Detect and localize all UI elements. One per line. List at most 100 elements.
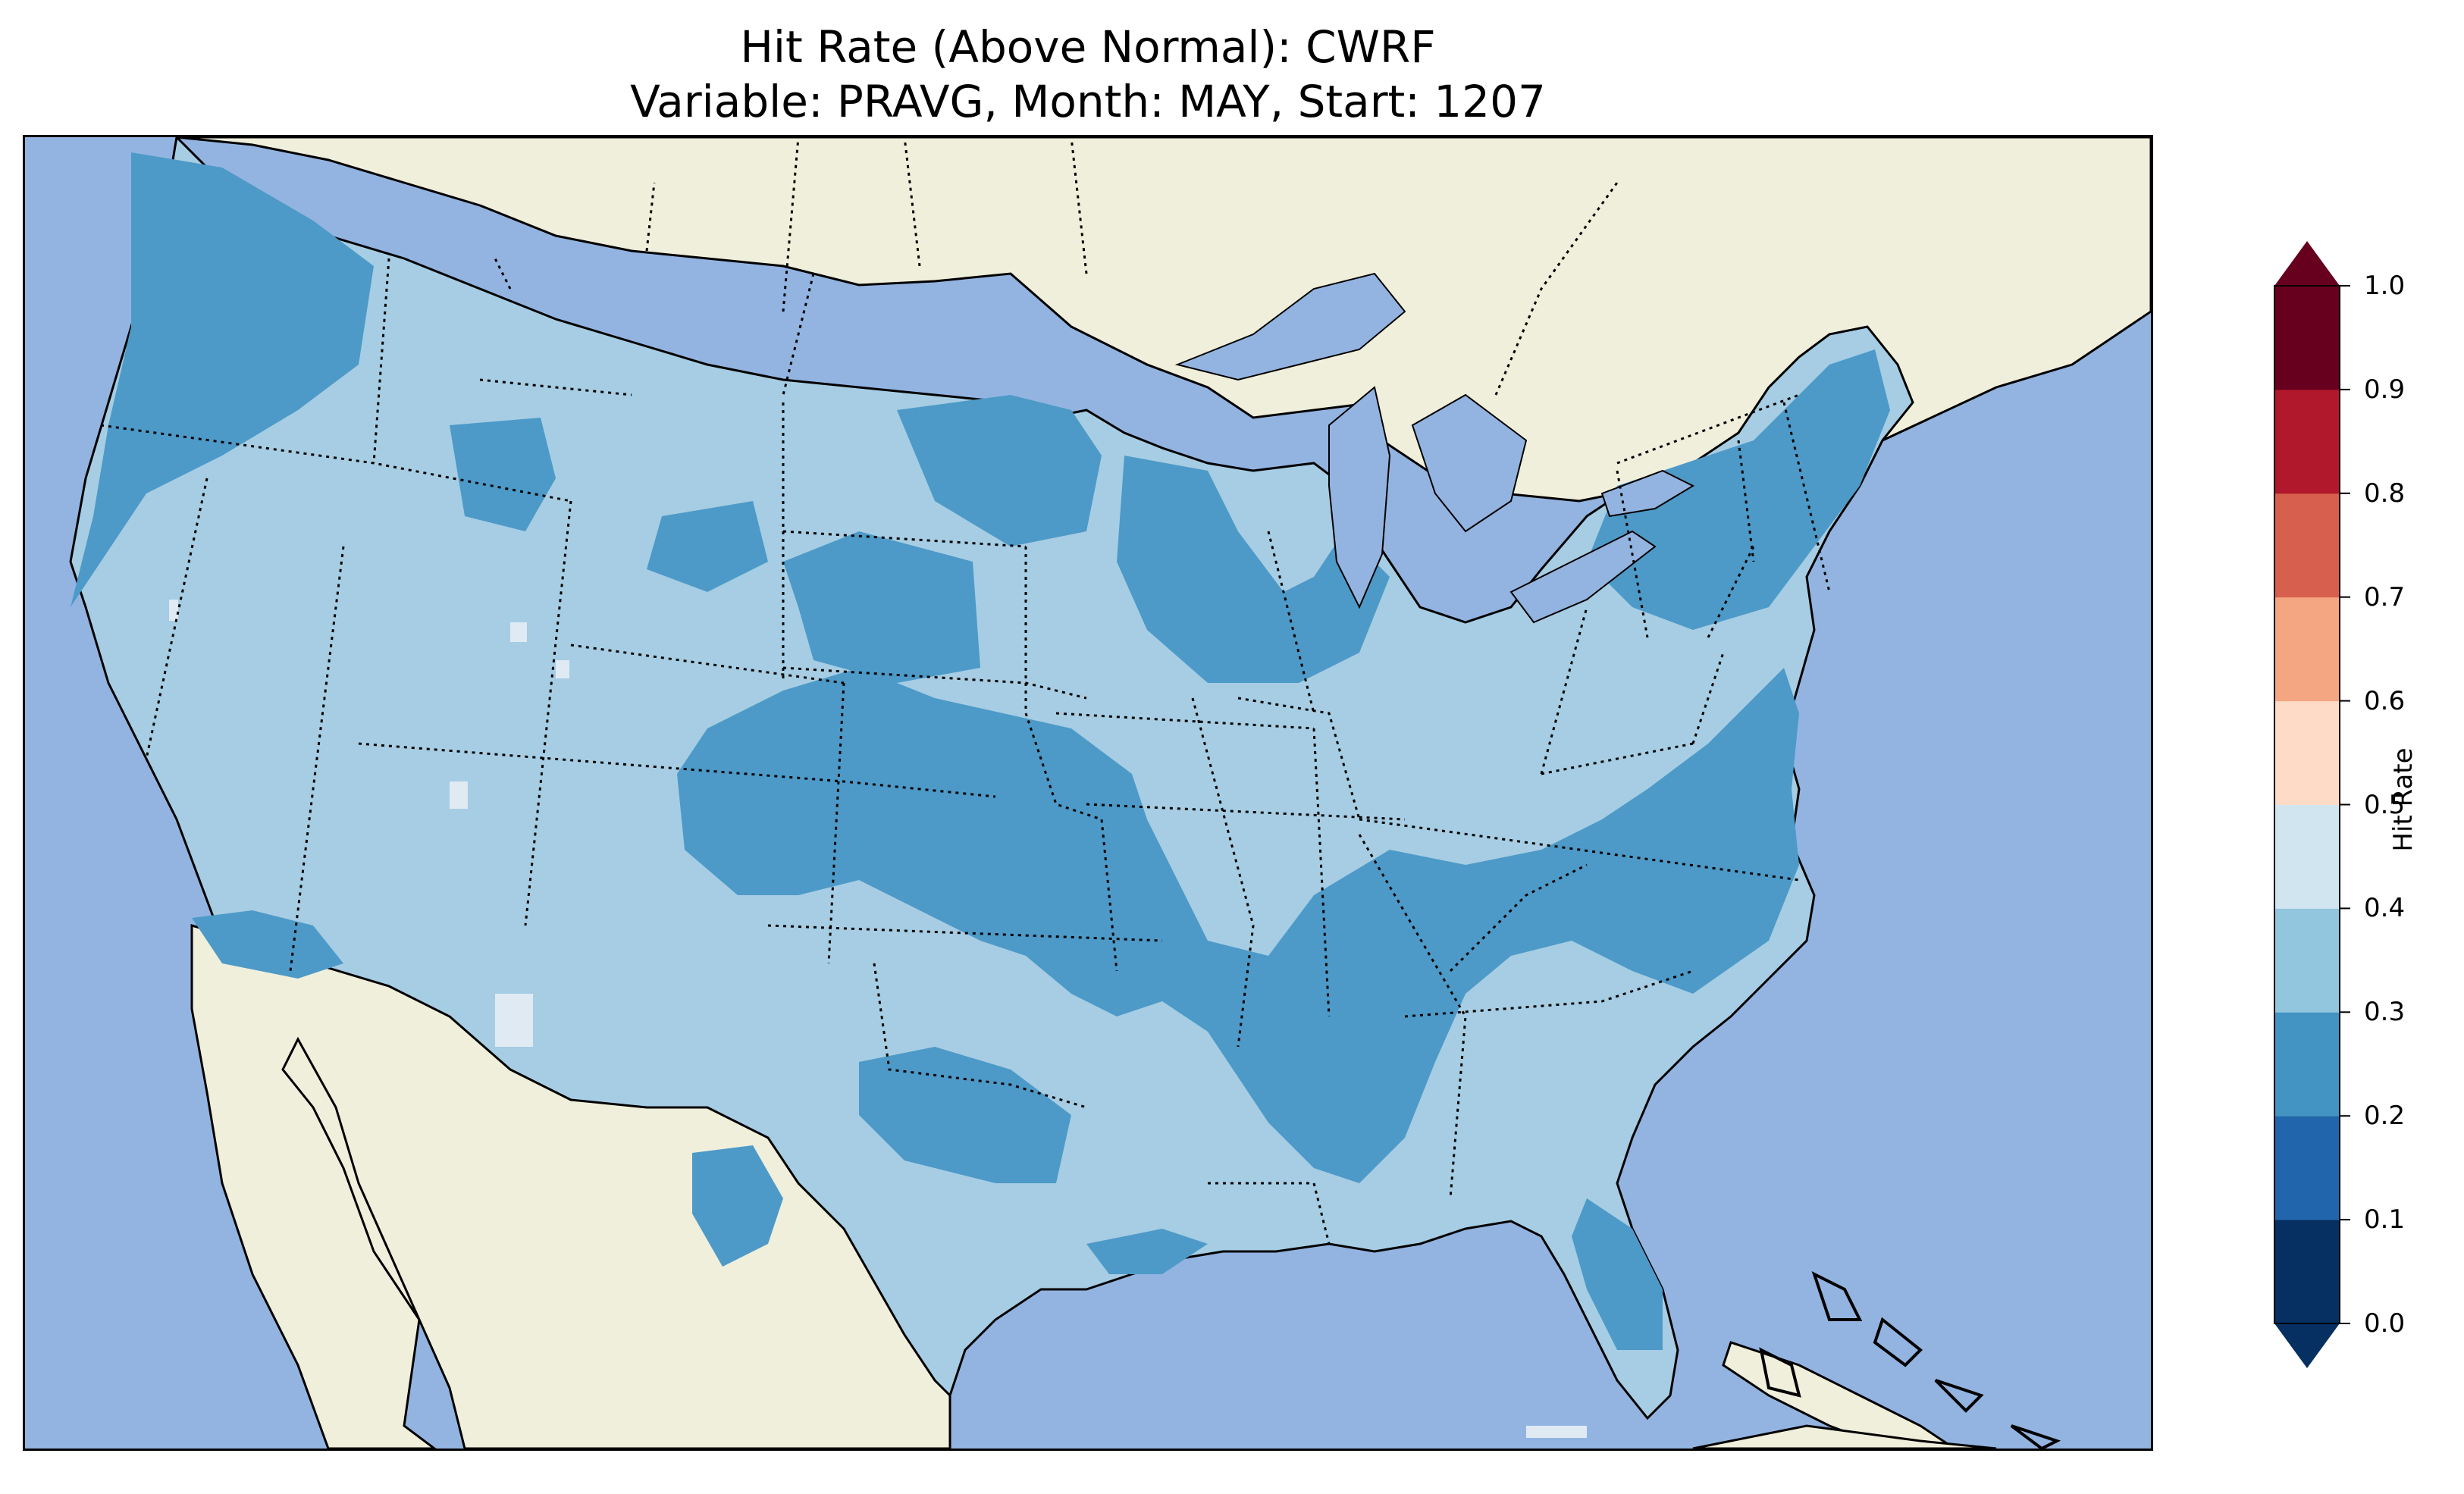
island-1 [1811,1271,1863,1321]
state-border-24 [1691,652,1725,744]
title-line-2: Variable: PRAVG, Month: MAY, Start: 1207 [630,76,1546,127]
title-line-1: Hit Rate (Above Normal): CWRF [740,21,1436,73]
great-lake-3 [1509,530,1657,624]
state-border-29 [1616,470,1649,638]
map-panel [23,135,2153,1451]
colorbar-tick-label: 0.0 [2364,1308,2406,1339]
figure-title: Hit Rate (Above Normal): CWRF Variable: … [23,20,2153,129]
colorbar-bin-8 [2274,389,2340,494]
low-hit-rate-region-10 [692,1145,783,1267]
state-border-19 [1404,969,1694,1018]
state-border-20 [1449,863,1588,973]
high-hit-rate-spot-1 [450,781,468,809]
low-hit-rate-region-7 [677,668,1799,1183]
state-border-18 [1358,834,1467,1199]
colorbar-bin-1 [2274,1116,2340,1220]
colorbar-tick-label: 1.0 [2364,271,2406,301]
low-hit-rate-region-1 [450,418,556,531]
colorbar-bin-0 [2274,1220,2340,1324]
state-border-22 [1540,606,1588,775]
low-hit-rate-region-9 [859,1047,1071,1183]
colorbar-bin-2 [2274,1012,2340,1117]
colorbar-tick-label: 0.3 [2364,997,2406,1028]
state-border-17 [1312,728,1331,1017]
state-border-38 [782,137,800,312]
state-border-9 [782,530,1027,548]
state-border-32 [782,273,815,396]
low-hit-rate-region-5 [1117,456,1390,683]
high-hit-rate-spot-0 [495,994,533,1047]
low-hit-rate-region-12 [1572,1198,1663,1350]
colorbar-bin-3 [2274,908,2340,1013]
state-border-40 [1616,393,1800,465]
low-hit-rate-region-2 [647,501,768,592]
state-border-26 [1267,531,1315,714]
state-border-6 [570,644,845,684]
colorbar-label: Hit Rate [2388,747,2419,852]
colorbar-bin-6 [2274,597,2340,702]
state-border-7 [827,682,845,964]
state-border-16 [1237,697,1361,820]
state-border-3 [289,546,345,972]
state-border-23 [1541,742,1694,775]
colorbar-extend-high [2274,241,2340,286]
great-lakes [1174,272,1695,624]
great-lake-0 [1174,272,1406,381]
caribbean-land [1692,1424,1997,1449]
state-border-31 [1782,402,1831,593]
colorbar-tick-label: 0.1 [2364,1204,2406,1236]
island-3 [1934,1379,1984,1413]
state-border-37 [1070,137,1088,274]
state-border-2 [145,478,208,760]
state-border-28 [1208,1182,1331,1245]
state-border-27 [1055,712,1315,730]
colorbar [2274,241,2350,1368]
state-border-36 [903,137,921,267]
canada-land [176,137,2151,503]
colorbar-extend-low [2274,1323,2340,1368]
cuba-land [1722,1341,1957,1449]
high-hit-rate-spot-4 [169,600,178,621]
state-border-33 [479,378,632,396]
state-border-1 [100,424,572,503]
state-border-30 [1737,440,1755,562]
state-border-34 [494,258,512,290]
state-border-39 [1494,182,1619,396]
low-hit-rate-region-6 [1587,349,1890,630]
island-0 [1759,1347,1801,1398]
colorbar-tick-label: 0.6 [2364,685,2406,716]
high-hit-rate-spot-2 [510,622,527,642]
colorbar-tick-label: 0.2 [2364,1101,2406,1132]
state-border-12 [873,963,1087,1109]
coastline [1759,1271,2061,1449]
high-hit-rate-spot-5 [1526,1426,1587,1438]
state-border-11 [767,924,1163,942]
land-layer [176,137,2151,1449]
low-hit-rate-region-0 [71,152,374,607]
colorbar-tick-label: 0.8 [2364,478,2406,509]
state-border-21 [1359,818,1800,882]
colorbar-tick-label: 0.7 [2364,581,2406,612]
state-border-14 [1086,803,1406,821]
colorbar-tick-label: 0.9 [2364,374,2406,405]
high-hit-rate-spot-3 [556,660,569,678]
colorbar-tick-label: 0.4 [2364,893,2406,924]
low-hit-rate-region-3 [783,531,980,683]
state-border-15 [1191,697,1255,1048]
colorbar-tick-label: 0.5 [2364,789,2406,820]
colorbar-bin-7 [2274,493,2340,598]
us-hit-rate-field [69,137,1914,1438]
colorbar-bins [2274,286,2340,1324]
low-hit-rate-region-8 [192,910,343,979]
state-borders [100,137,1831,1245]
colorbar-bin-9 [2274,286,2340,390]
island-4 [2010,1424,2061,1449]
great-lake-4 [1600,469,1695,518]
colorbar-bin-4 [2274,804,2340,909]
great-lake-1 [1328,386,1391,609]
island-2 [1873,1317,1923,1367]
colorbar-bin-5 [2274,700,2340,805]
low-hit-rate-region-4 [897,395,1102,547]
state-border-4 [524,500,572,926]
state-border-25 [1707,546,1755,638]
